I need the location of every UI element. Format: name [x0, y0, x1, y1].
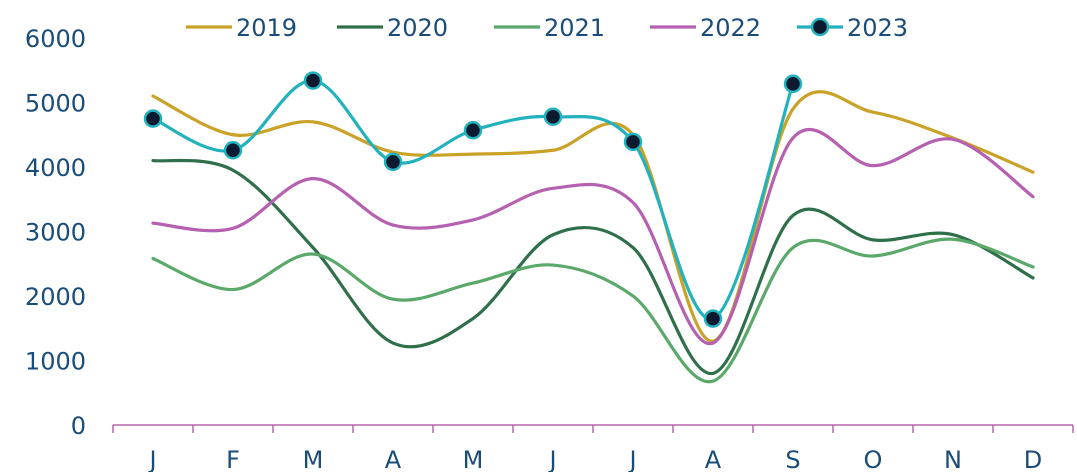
data-point-2023 — [703, 309, 723, 328]
data-point-2023 — [463, 120, 483, 140]
data-point-2023 — [383, 152, 403, 172]
y-tick-label: 2000 — [25, 283, 86, 311]
data-point-2023 — [783, 74, 803, 94]
series-line-2020 — [151, 158, 1035, 376]
x-tick-label: A — [385, 446, 402, 472]
data-point-2023 — [143, 109, 163, 128]
x-tick-label: M — [463, 446, 484, 472]
legend-label: 2023 — [847, 14, 908, 42]
legend-label: 2019 — [236, 14, 297, 42]
series-line-2021 — [151, 237, 1035, 384]
legend-item-2021: 2021 — [494, 14, 605, 42]
data-point-2023 — [223, 140, 243, 160]
series-line-2022 — [151, 128, 1035, 345]
legend: 2019 2020 2021 2022 2023 — [186, 14, 908, 42]
data-point-2023 — [303, 71, 323, 90]
y-tick-label: 5000 — [25, 90, 86, 118]
legend-item-2019: 2019 — [186, 14, 297, 42]
x-tick-label: F — [226, 446, 240, 472]
x-tick-label: J — [147, 446, 156, 472]
axes: J F M A M J J A S O N D 0 1000 2000 3000 4000 5000 6000 — [25, 25, 1074, 472]
x-tick-label: A — [705, 446, 722, 472]
series-lines — [151, 78, 1035, 384]
data-point-2023 — [543, 107, 563, 126]
series-markers — [143, 71, 803, 328]
x-tick-label: M — [303, 446, 324, 472]
y-tick-label: 4000 — [25, 154, 86, 182]
y-tick-label: 6000 — [25, 25, 86, 53]
x-tick-label: J — [547, 446, 556, 472]
legend-label: 2022 — [700, 14, 761, 42]
y-tick-label: 0 — [71, 412, 86, 440]
data-point-2023 — [623, 132, 643, 152]
legend-item-2022: 2022 — [650, 14, 761, 42]
legend-label: 2021 — [544, 14, 605, 42]
x-tick-label: O — [864, 446, 883, 472]
legend-item-2020: 2020 — [337, 14, 448, 42]
legend-item-2023: 2023 — [797, 14, 908, 42]
x-tick-label: J — [627, 446, 636, 472]
legend-label: 2020 — [387, 14, 448, 42]
x-tick-label: N — [944, 446, 962, 472]
y-tick-label: 3000 — [25, 219, 86, 247]
x-tick-label: S — [785, 446, 800, 472]
legend-marker — [810, 17, 830, 37]
y-tick-label: 1000 — [25, 348, 86, 376]
x-tick-label: D — [1024, 446, 1042, 472]
